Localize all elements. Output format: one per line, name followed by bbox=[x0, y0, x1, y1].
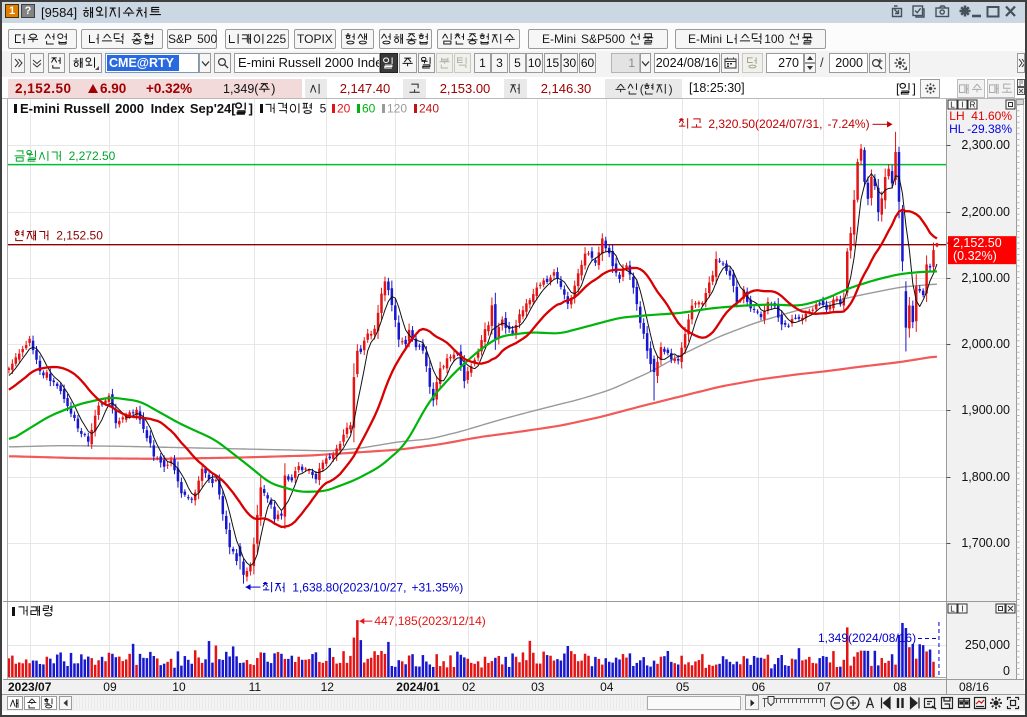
svg-text:2,300.00: 2,300.00 bbox=[961, 138, 1010, 152]
svg-text:LH 41.60%: LH 41.60% bbox=[949, 109, 1012, 123]
svg-text:+31.35%): +31.35%) bbox=[412, 581, 464, 595]
svg-text:03: 03 bbox=[531, 680, 545, 694]
svg-text:I: I bbox=[961, 605, 963, 614]
svg-text:]: ] bbox=[249, 101, 253, 116]
svg-text:TOPIX: TOPIX bbox=[297, 32, 333, 46]
svg-text:250,000: 250,000 bbox=[965, 638, 1010, 652]
svg-text:12: 12 bbox=[321, 680, 335, 694]
svg-text:09: 09 bbox=[103, 680, 117, 694]
svg-text:08/16: 08/16 bbox=[959, 680, 989, 694]
svg-text:HL -29.38%: HL -29.38% bbox=[949, 122, 1012, 136]
svg-text:Index: Index bbox=[151, 101, 186, 116]
svg-text:2,320.50(2024/07/31,: 2,320.50(2024/07/31, bbox=[708, 117, 822, 131]
svg-text:): ) bbox=[271, 82, 275, 96]
svg-text:S&P500: S&P500 bbox=[581, 32, 625, 46]
svg-text:E-mini: E-mini bbox=[20, 101, 60, 116]
svg-text:1,700.00: 1,700.00 bbox=[961, 536, 1010, 550]
svg-text:2023/07: 2023/07 bbox=[8, 680, 52, 694]
svg-text:20: 20 bbox=[337, 102, 351, 116]
svg-text:Russell: Russell bbox=[64, 101, 110, 116]
svg-text:I: I bbox=[961, 101, 963, 110]
svg-text:447,185(2023/12/14): 447,185(2023/12/14) bbox=[374, 614, 485, 628]
svg-text:(0.32%): (0.32%) bbox=[953, 249, 997, 263]
svg-text:1,800.00: 1,800.00 bbox=[961, 470, 1010, 484]
svg-text:R: R bbox=[970, 101, 976, 110]
svg-text:1,349(2024/08/16): 1,349(2024/08/16) bbox=[818, 631, 916, 645]
svg-text:2,200.00: 2,200.00 bbox=[961, 205, 1010, 219]
svg-text:225: 225 bbox=[266, 32, 286, 46]
svg-text:E-Mini: E-Mini bbox=[542, 32, 576, 46]
svg-text:1,900.00: 1,900.00 bbox=[961, 403, 1010, 417]
svg-text:2,272.50: 2,272.50 bbox=[69, 149, 116, 163]
svg-text:): ) bbox=[668, 82, 672, 96]
svg-text:(: ( bbox=[639, 82, 643, 96]
svg-text:04: 04 bbox=[600, 680, 614, 694]
svg-text:1,349(: 1,349( bbox=[223, 82, 259, 96]
svg-text:1,638.80(2023/10/27,: 1,638.80(2023/10/27, bbox=[292, 581, 406, 595]
svg-text:07: 07 bbox=[817, 680, 831, 694]
svg-text:02: 02 bbox=[462, 680, 476, 694]
svg-text:11: 11 bbox=[249, 680, 262, 694]
svg-text:2000: 2000 bbox=[115, 101, 144, 116]
svg-text:0: 0 bbox=[1003, 664, 1010, 678]
svg-text:E-Mini: E-Mini bbox=[688, 32, 722, 46]
svg-text:L: L bbox=[950, 101, 955, 110]
svg-text:2,000.00: 2,000.00 bbox=[961, 337, 1010, 351]
svg-text:-7.24%): -7.24%) bbox=[828, 117, 870, 131]
svg-text:240: 240 bbox=[419, 102, 439, 116]
svg-text:2,152.50: 2,152.50 bbox=[953, 236, 1002, 250]
svg-text:10: 10 bbox=[172, 680, 186, 694]
svg-text:06: 06 bbox=[752, 680, 766, 694]
svg-text:]: ] bbox=[912, 82, 915, 96]
svg-text:5: 5 bbox=[320, 102, 327, 116]
svg-text:L: L bbox=[950, 605, 955, 614]
svg-text:500: 500 bbox=[197, 32, 217, 46]
svg-text:Sep'24[: Sep'24[ bbox=[190, 101, 236, 116]
svg-text:2024/01: 2024/01 bbox=[396, 680, 440, 694]
svg-text:[: [ bbox=[896, 82, 900, 96]
svg-text:08: 08 bbox=[893, 680, 907, 694]
svg-text:100: 100 bbox=[764, 32, 784, 46]
svg-text:2,152.50: 2,152.50 bbox=[56, 229, 103, 243]
svg-text:120: 120 bbox=[387, 102, 407, 116]
svg-text:S&P: S&P bbox=[168, 32, 192, 46]
svg-text:2,100.00: 2,100.00 bbox=[961, 271, 1010, 285]
svg-text:60: 60 bbox=[362, 102, 376, 116]
svg-text:[9584]: [9584] bbox=[41, 5, 77, 20]
svg-text:05: 05 bbox=[676, 680, 690, 694]
